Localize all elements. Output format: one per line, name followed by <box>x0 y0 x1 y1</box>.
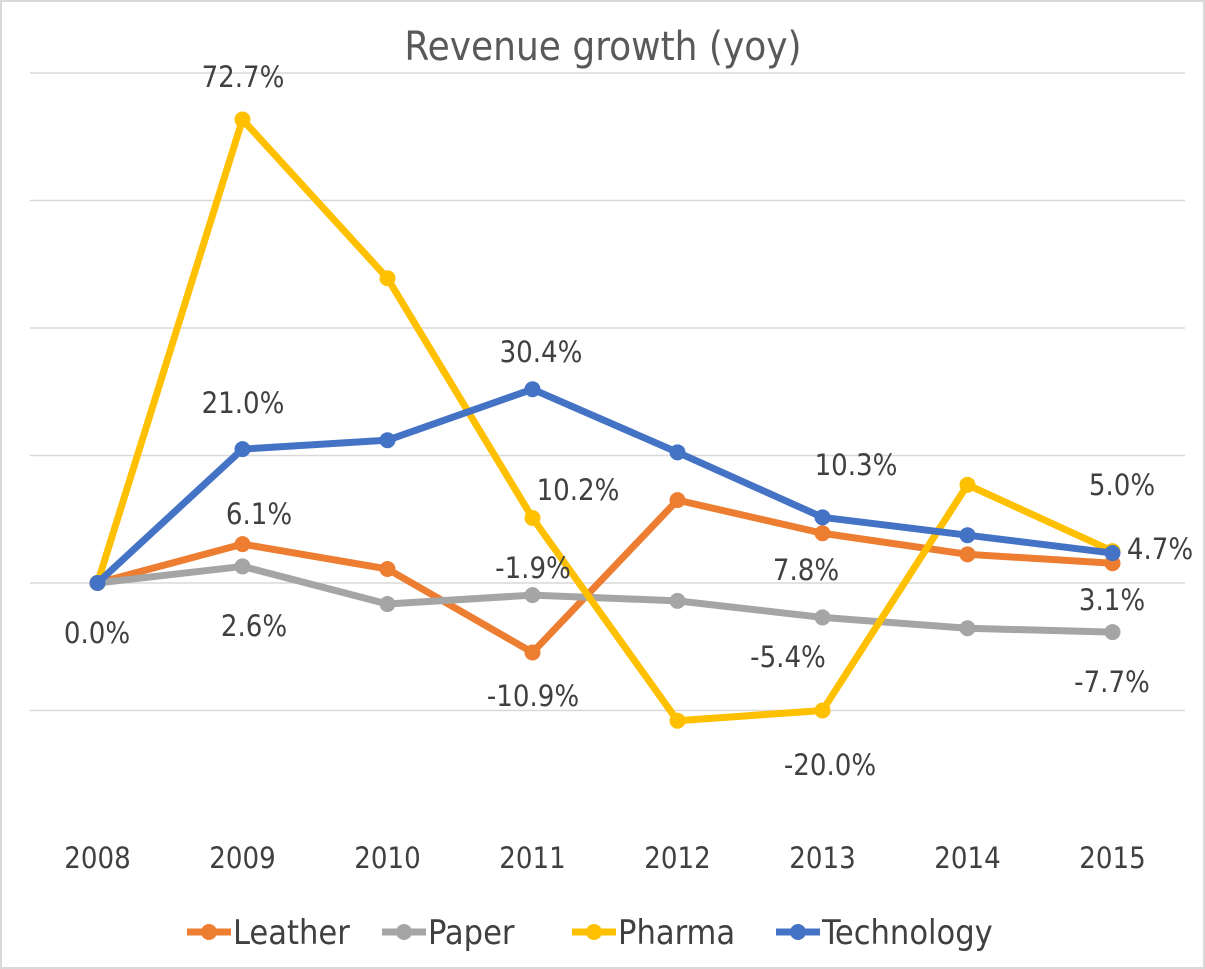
data-point-leather <box>814 525 831 542</box>
data-label: 0.0% <box>64 616 130 650</box>
series-line-paper <box>97 562 1113 636</box>
x-tick-label: 2014 <box>934 841 1000 875</box>
chart-title: Revenue growth (yoy) <box>404 24 801 70</box>
data-label: 2.6% <box>221 609 287 643</box>
data-label: 4.7% <box>1127 532 1193 566</box>
data-point-pharma <box>814 702 831 719</box>
x-tick-label: 2008 <box>64 841 130 875</box>
series-line-leather <box>96 496 1113 656</box>
data-point-paper <box>814 609 831 626</box>
data-point-pharma <box>234 111 251 128</box>
data-point-pharma <box>959 476 976 493</box>
data-label: -10.9% <box>487 679 579 713</box>
legend-label: Leather <box>233 913 350 953</box>
series-lines <box>89 111 1121 729</box>
data-point-technology <box>89 575 106 591</box>
x-tick-label: 2015 <box>1079 841 1145 875</box>
data-point-paper <box>959 620 976 637</box>
data-label: 5.0% <box>1089 468 1155 502</box>
x-axis-ticks: 2008 2009 2010 2011 2012 2013 2014 2015 <box>64 841 1145 875</box>
data-label: 21.0% <box>202 386 285 420</box>
x-tick-label: 2011 <box>499 841 565 875</box>
data-labels: 0.0% 72.7% 21.0% 6.1% 2.6% 30.4% 10.2% -1.9% -10… <box>64 60 1193 782</box>
data-label: 6.1% <box>226 497 292 531</box>
legend-item-pharma: Pharma <box>572 913 735 953</box>
series-line-technology <box>95 385 1113 586</box>
data-point-leather <box>669 492 686 509</box>
x-tick-label: 2012 <box>644 841 710 875</box>
data-label: 3.1% <box>1079 583 1145 617</box>
data-label: -7.7% <box>1074 665 1150 699</box>
data-point-technology <box>669 444 686 461</box>
data-label: 10.3% <box>815 448 898 482</box>
data-point-paper <box>669 592 686 609</box>
data-label: 30.4% <box>500 335 583 369</box>
legend-item-paper: Paper <box>382 913 515 953</box>
data-point-technology <box>1104 545 1121 562</box>
data-point-leather <box>379 560 396 577</box>
data-point-technology <box>379 432 396 449</box>
legend-label: Paper <box>428 913 515 953</box>
data-point-paper <box>379 596 396 613</box>
data-point-technology <box>814 509 831 526</box>
data-point-paper <box>1104 624 1121 641</box>
data-point-paper <box>234 558 251 575</box>
x-tick-label: 2013 <box>789 841 855 875</box>
x-tick-label: 2009 <box>209 841 275 875</box>
legend: Leather Paper Pharma Technology <box>187 913 993 953</box>
legend-label: Technology <box>821 913 993 953</box>
data-label: 10.2% <box>537 473 620 507</box>
data-point-technology <box>524 381 541 398</box>
data-label: 72.7% <box>202 60 285 94</box>
data-point-paper <box>524 587 541 604</box>
data-point-leather <box>959 546 976 563</box>
data-point-leather <box>524 644 541 661</box>
data-point-leather <box>234 536 251 553</box>
data-point-technology <box>234 441 251 458</box>
data-point-pharma <box>669 712 686 729</box>
series-line-pharma <box>94 116 1114 725</box>
legend-marker <box>396 924 412 940</box>
data-label: -1.9% <box>495 551 571 585</box>
data-label: 7.8% <box>773 553 839 587</box>
legend-marker <box>790 924 806 940</box>
legend-label: Pharma <box>618 913 735 953</box>
data-label: -20.0% <box>784 748 876 782</box>
legend-item-technology: Technology <box>776 913 993 953</box>
gridlines <box>30 72 1185 712</box>
data-point-technology <box>959 527 976 544</box>
x-tick-label: 2010 <box>354 841 420 875</box>
legend-item-leather: Leather <box>187 913 350 953</box>
data-point-pharma <box>524 509 541 526</box>
legend-marker <box>586 924 602 940</box>
data-label: -5.4% <box>750 640 826 674</box>
legend-marker <box>201 924 217 940</box>
data-point-pharma <box>379 270 396 287</box>
